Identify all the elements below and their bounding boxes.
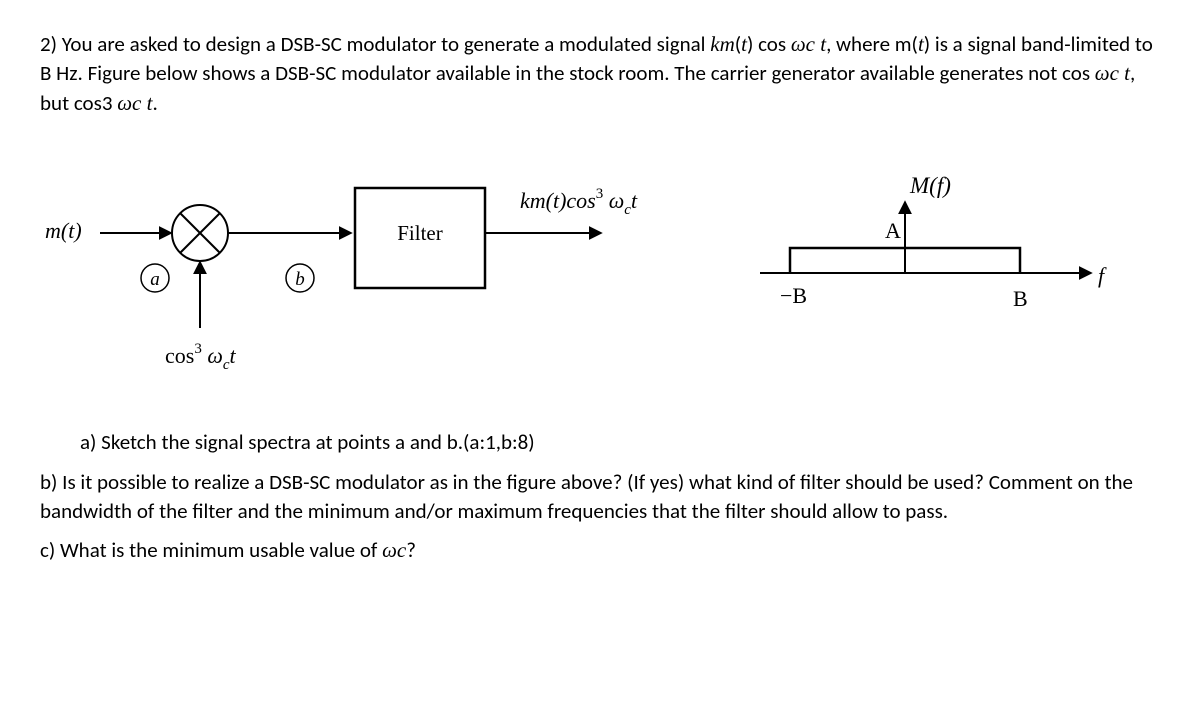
neg-b-label: −B xyxy=(780,283,807,308)
part-c-pre: c) What is the minimum usable value of xyxy=(40,537,382,563)
amp-label: A xyxy=(885,218,901,243)
input-label: m(t) xyxy=(45,218,82,243)
pos-b-label: B xyxy=(1013,286,1028,311)
part-b: b) Is it possible to realize a DSB-SC mo… xyxy=(40,468,1160,527)
block-diagram: m(t) a cos3 ωct b Filter km(t)cos3 ωct xyxy=(40,168,700,398)
intro-seg: ωc t xyxy=(117,91,152,115)
f-axis-label: f xyxy=(1098,263,1107,288)
figure-row: m(t) a cos3 ωct b Filter km(t)cos3 ωct xyxy=(40,168,1160,398)
intro-seg: 2) You are asked to design a DSB-SC modu… xyxy=(40,31,710,57)
spectrum-plot: M(f) A −B B f xyxy=(740,168,1120,348)
intro-seg: . xyxy=(152,90,157,116)
question-text: 2) You are asked to design a DSB-SC modu… xyxy=(40,30,1160,118)
intro-seg: , where m( xyxy=(826,31,918,57)
spectrum-title: M(f) xyxy=(909,173,951,198)
intro-seg: ωc t xyxy=(791,32,826,56)
part-c: c) What is the minimum usable value of ω… xyxy=(40,536,1160,565)
output-label: km(t)cos3 ωct xyxy=(520,186,638,218)
carrier-label: cos3 ωct xyxy=(165,341,237,373)
node-a-label: a xyxy=(150,269,160,290)
part-c-post: ? xyxy=(406,537,416,563)
part-c-sym: ωc xyxy=(382,538,406,562)
filter-label: Filter xyxy=(397,221,443,245)
node-b-label: b xyxy=(295,269,305,290)
part-a: a) Sketch the signal spectra at points a… xyxy=(40,428,1160,457)
intro-seg: km xyxy=(710,32,735,56)
intro-seg: ) cos xyxy=(747,31,791,57)
intro-seg: ωc t xyxy=(1095,61,1130,85)
